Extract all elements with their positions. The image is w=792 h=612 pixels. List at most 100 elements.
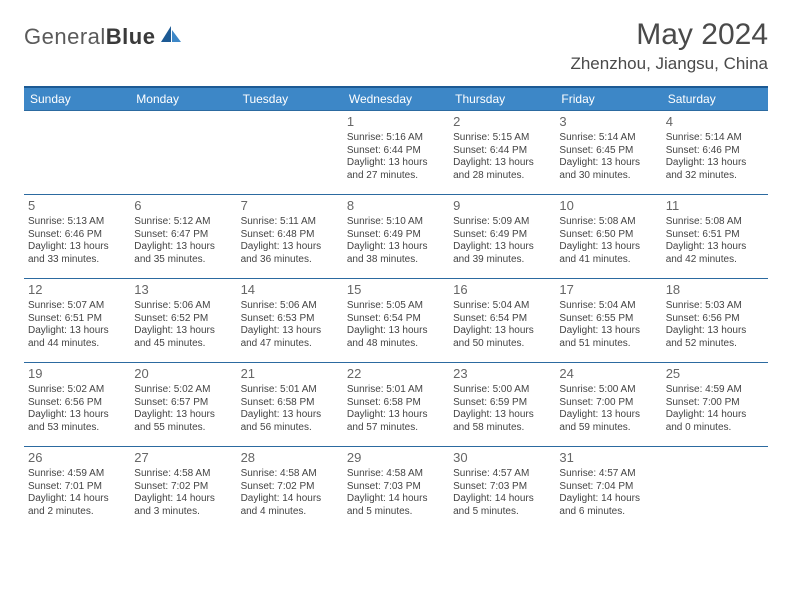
day-detail: Sunset: 7:00 PM bbox=[666, 397, 764, 410]
day-detail: Sunrise: 5:03 AM bbox=[666, 300, 764, 313]
day-detail: Sunrise: 5:08 AM bbox=[666, 216, 764, 229]
day-detail: and 55 minutes. bbox=[134, 422, 232, 435]
empty-cell bbox=[130, 111, 236, 195]
day-detail: and 52 minutes. bbox=[666, 338, 764, 351]
day-cell: 18Sunrise: 5:03 AMSunset: 6:56 PMDayligh… bbox=[662, 279, 768, 363]
day-cell: 9Sunrise: 5:09 AMSunset: 6:49 PMDaylight… bbox=[449, 195, 555, 279]
day-detail: and 41 minutes. bbox=[559, 254, 657, 267]
page-header: GeneralBlue May 2024 Zhenzhou, Jiangsu, … bbox=[24, 18, 768, 74]
calendar-header: SundayMondayTuesdayWednesdayThursdayFrid… bbox=[24, 87, 768, 111]
day-detail: Daylight: 13 hours bbox=[559, 241, 657, 254]
day-cell: 31Sunrise: 4:57 AMSunset: 7:04 PMDayligh… bbox=[555, 447, 661, 531]
day-cell: 2Sunrise: 5:15 AMSunset: 6:44 PMDaylight… bbox=[449, 111, 555, 195]
day-detail: Sunrise: 5:16 AM bbox=[347, 132, 445, 145]
day-number: 2 bbox=[453, 114, 551, 130]
day-detail: Sunrise: 4:57 AM bbox=[453, 468, 551, 481]
day-detail: Sunset: 6:46 PM bbox=[666, 145, 764, 158]
weekday-header: Friday bbox=[555, 87, 661, 111]
day-detail: and 35 minutes. bbox=[134, 254, 232, 267]
day-cell: 28Sunrise: 4:58 AMSunset: 7:02 PMDayligh… bbox=[237, 447, 343, 531]
day-detail: Sunset: 7:00 PM bbox=[559, 397, 657, 410]
day-cell: 15Sunrise: 5:05 AMSunset: 6:54 PMDayligh… bbox=[343, 279, 449, 363]
day-detail: and 58 minutes. bbox=[453, 422, 551, 435]
empty-cell bbox=[24, 111, 130, 195]
day-number: 24 bbox=[559, 366, 657, 382]
day-detail: and 38 minutes. bbox=[347, 254, 445, 267]
day-cell: 7Sunrise: 5:11 AMSunset: 6:48 PMDaylight… bbox=[237, 195, 343, 279]
day-cell: 3Sunrise: 5:14 AMSunset: 6:45 PMDaylight… bbox=[555, 111, 661, 195]
day-detail: and 28 minutes. bbox=[453, 170, 551, 183]
day-detail: Sunrise: 5:00 AM bbox=[453, 384, 551, 397]
day-detail: Daylight: 14 hours bbox=[453, 493, 551, 506]
day-detail: and 59 minutes. bbox=[559, 422, 657, 435]
day-number: 4 bbox=[666, 114, 764, 130]
day-detail: Sunrise: 4:59 AM bbox=[28, 468, 126, 481]
weekday-header: Thursday bbox=[449, 87, 555, 111]
day-detail: Daylight: 13 hours bbox=[134, 325, 232, 338]
day-cell: 12Sunrise: 5:07 AMSunset: 6:51 PMDayligh… bbox=[24, 279, 130, 363]
day-detail: Sunset: 6:55 PM bbox=[559, 313, 657, 326]
day-number: 16 bbox=[453, 282, 551, 298]
day-detail: Daylight: 13 hours bbox=[28, 409, 126, 422]
day-detail: Daylight: 13 hours bbox=[241, 409, 339, 422]
day-detail: and 53 minutes. bbox=[28, 422, 126, 435]
day-detail: Daylight: 13 hours bbox=[347, 241, 445, 254]
day-detail: Daylight: 14 hours bbox=[28, 493, 126, 506]
day-cell: 25Sunrise: 4:59 AMSunset: 7:00 PMDayligh… bbox=[662, 363, 768, 447]
day-detail: Daylight: 13 hours bbox=[559, 409, 657, 422]
day-detail: Daylight: 14 hours bbox=[559, 493, 657, 506]
day-number: 23 bbox=[453, 366, 551, 382]
day-cell: 30Sunrise: 4:57 AMSunset: 7:03 PMDayligh… bbox=[449, 447, 555, 531]
day-detail: Sunset: 6:56 PM bbox=[28, 397, 126, 410]
day-detail: Daylight: 13 hours bbox=[453, 157, 551, 170]
day-detail: Daylight: 13 hours bbox=[28, 325, 126, 338]
day-detail: and 57 minutes. bbox=[347, 422, 445, 435]
day-detail: and 51 minutes. bbox=[559, 338, 657, 351]
day-cell: 1Sunrise: 5:16 AMSunset: 6:44 PMDaylight… bbox=[343, 111, 449, 195]
day-detail: Sunrise: 5:13 AM bbox=[28, 216, 126, 229]
day-cell: 8Sunrise: 5:10 AMSunset: 6:49 PMDaylight… bbox=[343, 195, 449, 279]
day-detail: Sunset: 7:04 PM bbox=[559, 481, 657, 494]
weekday-header: Monday bbox=[130, 87, 236, 111]
day-cell: 20Sunrise: 5:02 AMSunset: 6:57 PMDayligh… bbox=[130, 363, 236, 447]
day-detail: Daylight: 13 hours bbox=[241, 325, 339, 338]
day-detail: Sunrise: 5:12 AM bbox=[134, 216, 232, 229]
day-number: 29 bbox=[347, 450, 445, 466]
day-detail: Daylight: 13 hours bbox=[453, 325, 551, 338]
day-detail: Sunrise: 5:14 AM bbox=[559, 132, 657, 145]
day-detail: and 48 minutes. bbox=[347, 338, 445, 351]
day-number: 30 bbox=[453, 450, 551, 466]
day-detail: Sunset: 6:51 PM bbox=[666, 229, 764, 242]
month-title: May 2024 bbox=[570, 18, 768, 52]
day-detail: Sunset: 6:50 PM bbox=[559, 229, 657, 242]
day-detail: Sunset: 7:03 PM bbox=[347, 481, 445, 494]
day-detail: Sunset: 6:53 PM bbox=[241, 313, 339, 326]
day-number: 25 bbox=[666, 366, 764, 382]
day-number: 26 bbox=[28, 450, 126, 466]
day-detail: Daylight: 13 hours bbox=[559, 325, 657, 338]
day-detail: and 4 minutes. bbox=[241, 506, 339, 519]
day-detail: Sunrise: 5:11 AM bbox=[241, 216, 339, 229]
day-cell: 6Sunrise: 5:12 AMSunset: 6:47 PMDaylight… bbox=[130, 195, 236, 279]
day-detail: Sunrise: 5:04 AM bbox=[559, 300, 657, 313]
day-detail: Daylight: 13 hours bbox=[453, 241, 551, 254]
day-cell: 19Sunrise: 5:02 AMSunset: 6:56 PMDayligh… bbox=[24, 363, 130, 447]
empty-cell bbox=[662, 447, 768, 531]
day-detail: Daylight: 13 hours bbox=[134, 241, 232, 254]
week-row: 19Sunrise: 5:02 AMSunset: 6:56 PMDayligh… bbox=[24, 363, 768, 447]
day-detail: Daylight: 13 hours bbox=[347, 409, 445, 422]
day-detail: Sunset: 6:54 PM bbox=[453, 313, 551, 326]
day-detail: Sunrise: 5:02 AM bbox=[28, 384, 126, 397]
day-detail: Daylight: 13 hours bbox=[347, 325, 445, 338]
day-detail: and 5 minutes. bbox=[347, 506, 445, 519]
brand-logo: GeneralBlue bbox=[24, 18, 183, 50]
day-detail: Daylight: 14 hours bbox=[347, 493, 445, 506]
day-detail: Sunset: 7:02 PM bbox=[241, 481, 339, 494]
day-detail: Daylight: 13 hours bbox=[28, 241, 126, 254]
day-number: 12 bbox=[28, 282, 126, 298]
day-detail: Sunrise: 4:57 AM bbox=[559, 468, 657, 481]
day-detail: Sunrise: 5:06 AM bbox=[134, 300, 232, 313]
day-number: 27 bbox=[134, 450, 232, 466]
day-number: 3 bbox=[559, 114, 657, 130]
day-cell: 10Sunrise: 5:08 AMSunset: 6:50 PMDayligh… bbox=[555, 195, 661, 279]
